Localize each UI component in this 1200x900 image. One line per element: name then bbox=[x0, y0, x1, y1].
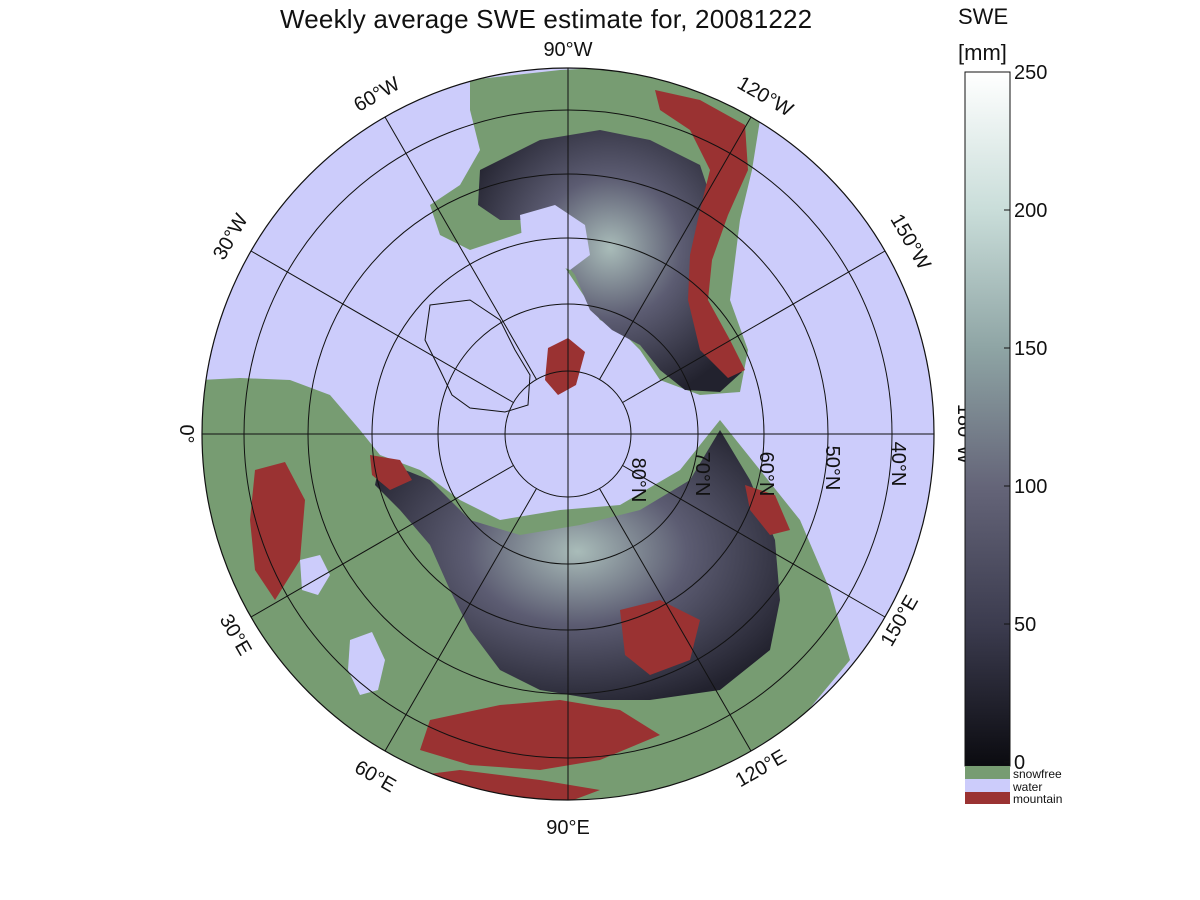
lon-label-150w: 150°W bbox=[886, 210, 935, 273]
lat-label-70n: 70°N bbox=[691, 452, 713, 497]
colorbar-ticks: 0 50 100 150 200 250 bbox=[1004, 62, 1047, 774]
map-boundary bbox=[201, 67, 935, 801]
greenland-mountain bbox=[545, 338, 585, 395]
meridian-line bbox=[384, 116, 537, 380]
meridian-line bbox=[622, 250, 886, 403]
legend-swatch-snowfree bbox=[965, 766, 1010, 779]
graticule bbox=[202, 68, 934, 800]
legend-label-snowfree: snowfree bbox=[1013, 767, 1062, 781]
lon-label-60e: 60°E bbox=[351, 756, 400, 797]
caspian-water bbox=[348, 632, 385, 695]
greenland-outline bbox=[424, 299, 531, 413]
meridian-line bbox=[250, 250, 514, 403]
colorbar-tick-label: 50 bbox=[1014, 614, 1036, 636]
siberia-mountain bbox=[620, 600, 700, 675]
lon-label-90e: 90°E bbox=[546, 817, 590, 839]
central-asia-mountain bbox=[420, 700, 660, 770]
colorbar: 0 50 100 150 200 250 snowfree water mountain bbox=[964, 62, 1062, 806]
map-title: Weekly average SWE estimate for, 2008122… bbox=[280, 4, 813, 34]
lon-label-30w: 30°W bbox=[209, 210, 253, 264]
colorbar-gradient bbox=[964, 71, 1011, 767]
meridian-line bbox=[622, 465, 886, 618]
meridian-line bbox=[599, 488, 752, 752]
meridian-line bbox=[599, 116, 752, 380]
legend-swatch-water bbox=[965, 779, 1010, 792]
map-disc bbox=[202, 68, 934, 800]
lat-label-60n: 60°N bbox=[755, 452, 777, 497]
colorbar-title: SWE bbox=[958, 4, 1009, 29]
hudson-bay-water bbox=[520, 205, 590, 270]
latitude-labels: 80°N 70°N 60°N 50°N 40°N bbox=[627, 442, 909, 503]
baltic-water bbox=[300, 555, 330, 595]
legend-label-mountain: mountain bbox=[1013, 792, 1062, 806]
meridian-line bbox=[384, 488, 537, 752]
colorbar-tick-label: 100 bbox=[1014, 476, 1047, 498]
lon-label-60w: 60°W bbox=[350, 73, 404, 117]
europe-mountain bbox=[250, 462, 305, 600]
lat-label-50n: 50°N bbox=[821, 446, 843, 491]
lon-label-30e: 30°E bbox=[215, 611, 256, 660]
colorbar-tick-label: 0 bbox=[1014, 752, 1025, 774]
colorbar-tick-label: 200 bbox=[1014, 200, 1047, 222]
kamchatka-mountain bbox=[745, 485, 790, 535]
lon-label-0: 0° bbox=[175, 424, 197, 443]
north-america-snow bbox=[478, 130, 742, 392]
scandinavia-mountain bbox=[370, 455, 412, 490]
colorbar-unit: [mm] bbox=[958, 40, 1007, 65]
legend-label-water: water bbox=[1012, 780, 1042, 794]
meridian-line bbox=[250, 465, 514, 618]
colorbar-tick-label: 150 bbox=[1014, 338, 1047, 360]
colorbar-tick-label: 250 bbox=[1014, 62, 1047, 84]
legend-swatch-mountain bbox=[965, 792, 1010, 804]
lat-label-80n: 80°N bbox=[627, 458, 649, 503]
lat-label-40n: 40°N bbox=[887, 442, 909, 487]
lon-label-90w: 90°W bbox=[543, 39, 592, 61]
